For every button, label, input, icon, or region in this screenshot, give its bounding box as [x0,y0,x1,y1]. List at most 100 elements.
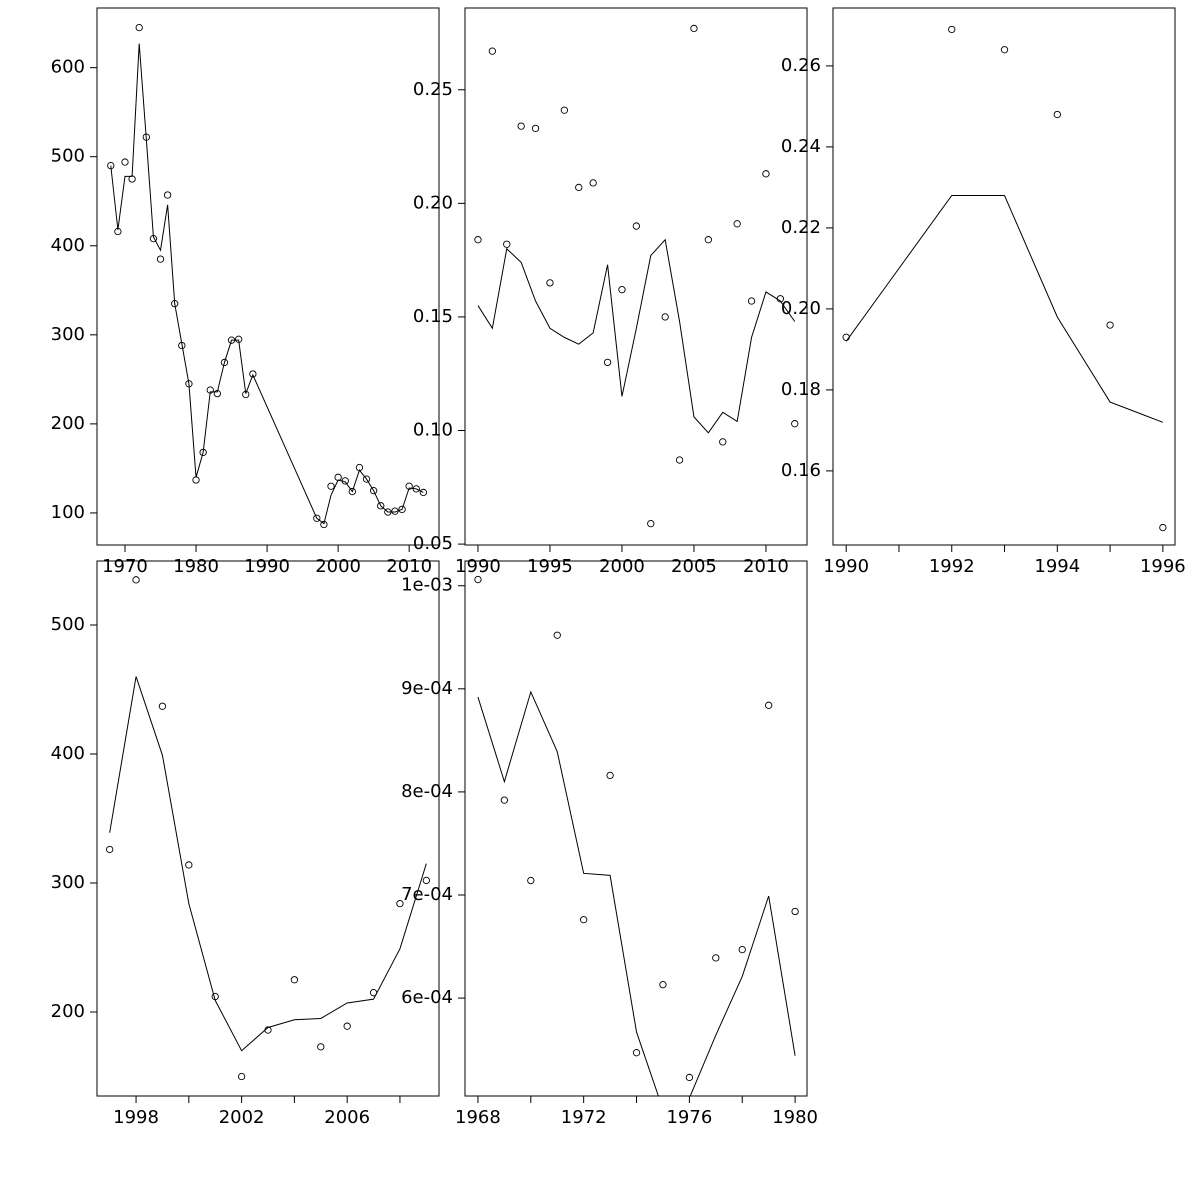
y-tick-label: 0.20 [413,192,453,213]
y-tick-label: 0.20 [781,298,821,319]
panel: 1968 1972 1976 1980 6e-04 7e-04 8e-04 9e-04 1e-0… [401,560,818,1128]
point [135,23,143,32]
point [661,313,669,321]
point [1053,110,1061,119]
point [1159,523,1167,532]
point [488,47,497,55]
point [632,222,641,230]
point [156,255,165,263]
point [517,122,525,130]
point [603,358,612,367]
y-tick-label: 300 [51,872,85,893]
point [1000,46,1009,54]
y-tick-label: 0.18 [781,379,821,400]
point [738,945,746,954]
panel: 1990 1995 2000 2005 2010 0.05 0.10 0.15 0.20 0.25 [413,7,808,577]
point [317,1043,325,1051]
point [712,954,720,962]
panel: 1990 1992 1994 1996 0.16 0.18 0.20 0.22 0.24 0.26 [781,7,1186,577]
point [327,482,335,490]
point [158,702,167,710]
point [132,576,140,584]
y-tick-label: 200 [51,413,85,434]
point [791,420,799,428]
point [659,981,667,989]
x-tick-label: 1968 [455,1107,501,1128]
point [474,236,482,244]
plot-area [106,576,430,1081]
point [647,519,655,528]
y-tick-label: 300 [51,324,85,345]
point [121,158,129,166]
y-tick-label: 600 [51,57,85,78]
point [313,514,321,522]
x-tick-label: 1990 [244,556,290,577]
x-tick-label: 2005 [671,556,717,577]
y-tick-label: 7e-04 [401,884,453,905]
point [237,1072,246,1081]
x-tick-label: 1994 [1034,556,1080,577]
fit-line [477,690,796,1096]
point [527,876,535,885]
x-tick-label: 1990 [823,556,869,577]
point [343,1022,351,1030]
point [249,370,257,378]
point [398,505,406,514]
point [765,701,773,709]
point [675,456,684,464]
y-tick-label: 0.05 [413,533,453,554]
plot-frame [96,7,440,546]
point [606,771,614,780]
y-tick-label: 400 [51,743,85,764]
point [580,916,588,924]
point [185,861,193,869]
point [842,333,850,341]
x-tick-label: 2000 [315,556,361,577]
plot-area [842,25,1167,532]
point [553,631,561,639]
point [747,297,756,305]
y-tick-label: 0.10 [413,420,453,441]
y-tick-label: 0.26 [781,55,821,76]
point [474,575,482,584]
x-tick-label: 1972 [561,1107,607,1128]
point [377,502,385,510]
plot-area [474,575,799,1096]
x-tick-label: 1976 [666,1107,712,1128]
fit-line [477,238,796,434]
plot-area [474,24,799,528]
x-tick-label: 1990 [455,556,501,577]
point [220,358,229,367]
point [320,520,328,529]
point [362,475,371,483]
panel: 1998 2002 2006 200 300 400 500 [51,560,440,1128]
x-tick-label: 1970 [102,556,148,577]
point [704,236,713,244]
point [422,876,430,885]
point [192,476,200,484]
y-tick-label: 0.25 [413,79,453,100]
point [348,487,356,496]
y-tick-label: 0.15 [413,306,453,327]
y-tick-label: 0.24 [781,136,821,157]
plot-area [107,23,428,529]
y-tick-label: 0.22 [781,217,821,238]
point [396,899,404,908]
x-tick-label: 1998 [113,1107,159,1128]
point [733,220,741,228]
plot-frame [832,7,1176,546]
point [290,976,299,984]
point [632,1049,641,1057]
y-tick-label: 400 [51,235,85,256]
point [948,25,956,34]
point [560,106,569,114]
point [546,279,554,287]
fit-line [109,676,427,1052]
x-tick-label: 1995 [527,556,573,577]
point [690,24,698,33]
point [762,170,770,178]
plot-frame [464,7,808,546]
point [163,191,172,199]
